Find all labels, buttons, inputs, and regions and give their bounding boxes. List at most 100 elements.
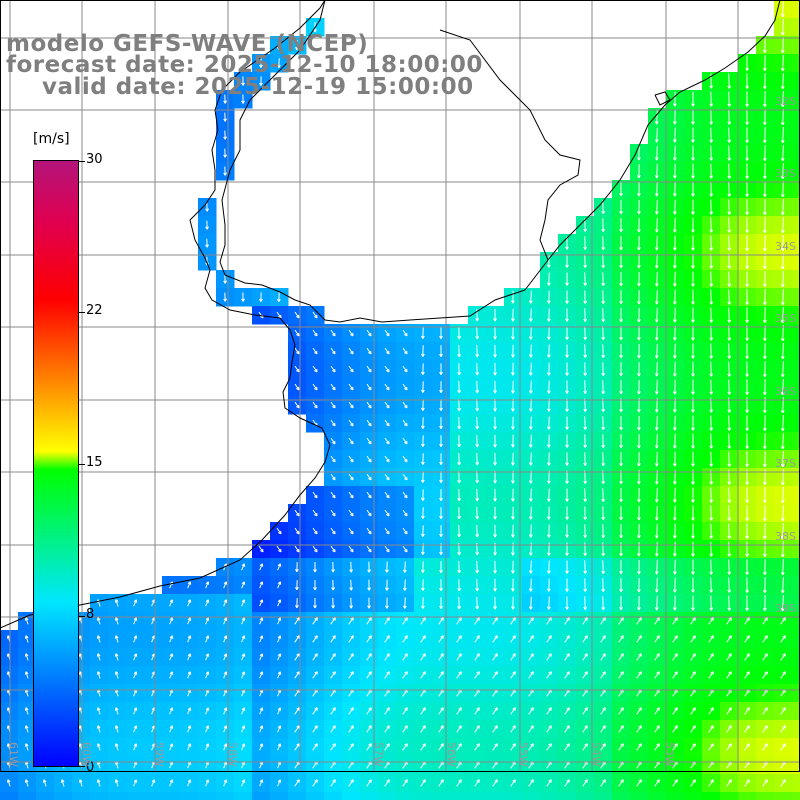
wind-speed-cell: [792, 270, 800, 289]
lat-label: 36S: [775, 385, 796, 398]
wind-arrow: [762, 145, 767, 162]
wind-speed-cell: [198, 792, 217, 800]
wind-arrow: [672, 163, 677, 179]
wind-speed-cell: [792, 234, 800, 253]
lon-label: 54W: [590, 742, 603, 767]
wind-arrow: [259, 76, 263, 86]
wind-speed-cell: [792, 576, 800, 595]
lat-label: 34S: [775, 240, 796, 253]
wind-speed-cell: [792, 612, 800, 631]
wind-speed-cell: [792, 108, 800, 127]
wind-speed-cell: [792, 738, 800, 757]
wind-speed-cell: [558, 792, 577, 800]
wind-speed-cell: [630, 792, 649, 800]
wind-arrow: [780, 73, 785, 90]
wind-speed-cell: [360, 792, 379, 800]
wind-arrow: [672, 145, 677, 161]
wind-arrow: [727, 109, 732, 125]
wind-speed-cell: [792, 558, 800, 577]
wind-arrow: [709, 127, 714, 143]
wind-arrow: [762, 235, 767, 252]
wind-arrow: [780, 19, 785, 36]
colorbar-tick-mark: [79, 464, 85, 465]
wind-speed-cell: [684, 792, 703, 800]
wind-speed-cell: [450, 792, 469, 800]
wind-speed-cell: [702, 792, 721, 800]
wind-arrow: [709, 91, 714, 107]
wind-arrow: [762, 181, 767, 198]
wind-speed-cell: [756, 792, 775, 800]
wind-arrow: [583, 236, 588, 250]
wind-arrow: [637, 253, 641, 269]
wind-arrow: [672, 181, 677, 197]
wind-speed-cell: [792, 36, 800, 55]
wind-speed-cell: [288, 792, 307, 800]
wind-arrow: [654, 127, 659, 143]
wind-arrow: [691, 127, 695, 143]
wind-arrow: [780, 109, 785, 126]
wind-speed-cell: [792, 504, 800, 523]
wind-arrow: [691, 199, 695, 215]
wind-arrow: [601, 218, 606, 233]
wind-speed-cell: [792, 666, 800, 685]
wind-speed-cell: [792, 756, 800, 775]
wind-speed-cell: [468, 792, 487, 800]
colorbar-tick-label: 22: [86, 303, 103, 318]
wind-arrow: [637, 235, 641, 251]
wind-arrow: [223, 166, 227, 176]
wind-arrow: [780, 199, 785, 216]
lon-label: 53W: [663, 742, 676, 767]
wind-arrow: [654, 145, 659, 161]
wind-speed-cell: [792, 306, 800, 325]
wind-speed-cell: [612, 792, 631, 800]
wind-arrow: [223, 148, 227, 158]
wind-speed-cell: [648, 792, 667, 800]
wind-speed-cell: [666, 792, 685, 800]
wind-arrow: [762, 55, 767, 72]
wind-arrow: [241, 76, 245, 86]
wind-speed-cell: [144, 792, 163, 800]
colorbar-tick-label: 8: [86, 607, 95, 622]
wind-arrow: [637, 181, 641, 197]
wind-arrow: [727, 181, 732, 197]
lat-label: 39S: [775, 602, 796, 615]
wind-arrow: [709, 235, 714, 251]
colorbar-tick-label: 30: [86, 152, 103, 167]
lon-label: 61W: [7, 742, 20, 767]
wind-arrow: [709, 181, 714, 197]
lat-label: 32S: [775, 95, 796, 108]
wind-arrow: [205, 202, 209, 212]
wind-speed-cell: [792, 144, 800, 163]
lat-label: 33S: [775, 167, 796, 180]
wind-speed-cell: [414, 792, 433, 800]
wind-speed-cell: [792, 648, 800, 667]
wind-speed-cell: [180, 792, 199, 800]
wind-arrow: [654, 253, 659, 269]
wind-speed-cell: [378, 792, 397, 800]
wind-speed-cell: [792, 540, 800, 559]
wind-arrow: [745, 181, 749, 197]
wind-arrow: [654, 235, 659, 251]
wind-speed-cell: [306, 792, 325, 800]
wind-arrow: [637, 145, 641, 161]
wind-arrow: [619, 236, 623, 251]
wind-speed-cell: [72, 792, 91, 800]
wind-speed-cell: [18, 792, 37, 800]
wind-speed-cell: [792, 252, 800, 271]
wind-speed-cell: [792, 414, 800, 433]
wind-arrow: [727, 91, 732, 107]
wind-speed-cell: [396, 792, 415, 800]
lon-label: 57W: [372, 742, 385, 767]
wind-speed-cell: [792, 432, 800, 451]
wind-arrow: [601, 200, 606, 215]
wind-arrow: [672, 127, 677, 143]
wind-speed-cell: [738, 792, 757, 800]
wind-speed-cell: [792, 90, 800, 109]
wind-speed-cell: [270, 792, 289, 800]
wind-speed-cell: [792, 72, 800, 91]
wind-speed-cell: [90, 792, 109, 800]
wind-arrow: [709, 163, 714, 179]
wind-arrow: [619, 200, 623, 215]
